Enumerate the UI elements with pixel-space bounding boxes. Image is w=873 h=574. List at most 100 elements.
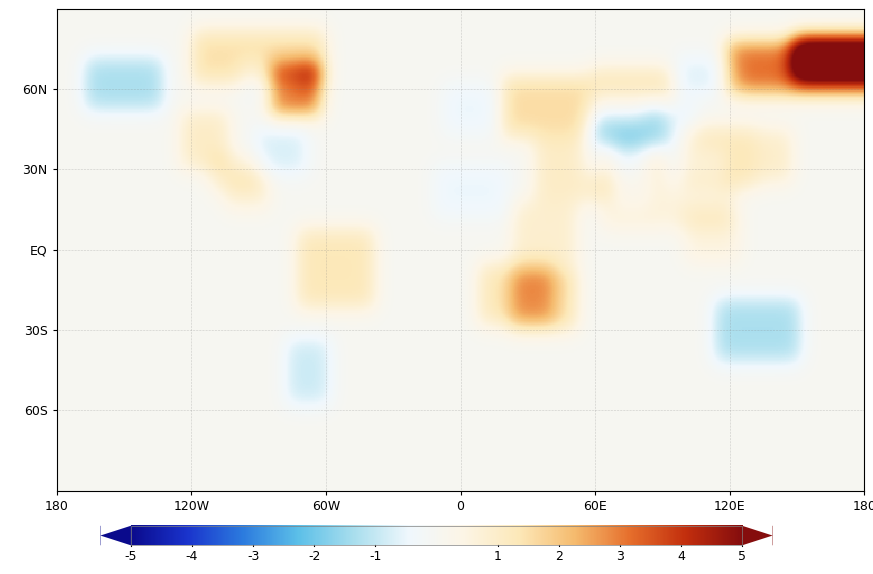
Bar xyxy=(318,526,319,545)
Bar xyxy=(425,526,426,545)
Bar xyxy=(618,526,619,545)
Polygon shape xyxy=(100,526,131,545)
Bar xyxy=(208,526,209,545)
Bar xyxy=(438,526,439,545)
Bar xyxy=(519,526,521,545)
Bar xyxy=(381,526,382,545)
Bar xyxy=(641,526,642,545)
Bar xyxy=(704,526,705,545)
Bar xyxy=(559,526,560,545)
Bar xyxy=(589,526,590,545)
Bar xyxy=(157,526,159,545)
Bar xyxy=(193,526,195,545)
Bar xyxy=(212,526,214,545)
Bar xyxy=(287,526,289,545)
Bar xyxy=(332,526,333,545)
Bar xyxy=(498,526,499,545)
Bar xyxy=(555,526,557,545)
Text: -5: -5 xyxy=(125,550,137,563)
Bar xyxy=(722,526,723,545)
Bar xyxy=(322,526,324,545)
Bar xyxy=(632,526,633,545)
Bar xyxy=(319,526,320,545)
Bar xyxy=(321,526,322,545)
Bar xyxy=(272,526,273,545)
Bar xyxy=(661,526,662,545)
Bar xyxy=(583,526,584,545)
Bar xyxy=(513,526,515,545)
Bar xyxy=(615,526,616,545)
Bar xyxy=(186,526,187,545)
Bar xyxy=(546,526,547,545)
Bar xyxy=(301,526,302,545)
Bar xyxy=(141,526,143,545)
Bar xyxy=(358,526,360,545)
Bar xyxy=(557,526,558,545)
Bar xyxy=(688,526,690,545)
Bar xyxy=(202,526,203,545)
Bar xyxy=(739,526,741,545)
Bar xyxy=(397,526,399,545)
Bar xyxy=(290,526,292,545)
Polygon shape xyxy=(742,526,773,545)
Bar xyxy=(664,526,665,545)
Bar xyxy=(544,526,545,545)
Bar xyxy=(645,526,646,545)
Bar xyxy=(396,526,397,545)
Bar xyxy=(169,526,170,545)
Bar xyxy=(200,526,202,545)
Bar xyxy=(214,526,215,545)
Text: 3: 3 xyxy=(615,550,624,563)
Bar xyxy=(705,526,706,545)
Bar xyxy=(614,526,615,545)
Bar xyxy=(470,526,471,545)
Bar xyxy=(187,526,189,545)
Bar xyxy=(278,526,279,545)
Bar xyxy=(477,526,478,545)
Bar xyxy=(423,526,424,545)
Bar xyxy=(170,526,172,545)
Bar xyxy=(274,526,276,545)
Bar xyxy=(703,526,704,545)
Bar xyxy=(340,526,341,545)
Bar xyxy=(444,526,445,545)
Bar xyxy=(341,526,342,545)
Bar xyxy=(536,526,538,545)
Bar xyxy=(553,526,554,545)
Bar xyxy=(237,526,238,545)
Bar xyxy=(480,526,481,545)
Bar xyxy=(216,526,217,545)
Bar xyxy=(638,526,639,545)
Bar xyxy=(263,526,264,545)
Bar xyxy=(451,526,452,545)
Bar xyxy=(339,526,340,545)
Bar xyxy=(675,526,677,545)
Bar xyxy=(547,526,548,545)
Bar xyxy=(390,526,392,545)
Bar xyxy=(247,526,248,545)
Bar xyxy=(172,526,173,545)
Bar xyxy=(515,526,516,545)
Text: 1: 1 xyxy=(493,550,502,563)
Bar xyxy=(674,526,675,545)
Text: 5: 5 xyxy=(738,550,746,563)
Bar xyxy=(528,526,529,545)
Bar xyxy=(447,526,448,545)
Bar xyxy=(347,526,348,545)
Bar xyxy=(720,526,722,545)
Bar xyxy=(706,526,707,545)
Bar xyxy=(576,526,577,545)
Bar xyxy=(699,526,700,545)
FancyArrow shape xyxy=(70,526,131,545)
Bar xyxy=(729,526,730,545)
Bar xyxy=(284,526,285,545)
Bar xyxy=(457,526,458,545)
Bar xyxy=(509,526,510,545)
Bar xyxy=(654,526,655,545)
Bar xyxy=(277,526,278,545)
Bar xyxy=(150,526,151,545)
Bar xyxy=(478,526,479,545)
Bar xyxy=(736,526,738,545)
Bar xyxy=(467,526,468,545)
Bar xyxy=(354,526,356,545)
